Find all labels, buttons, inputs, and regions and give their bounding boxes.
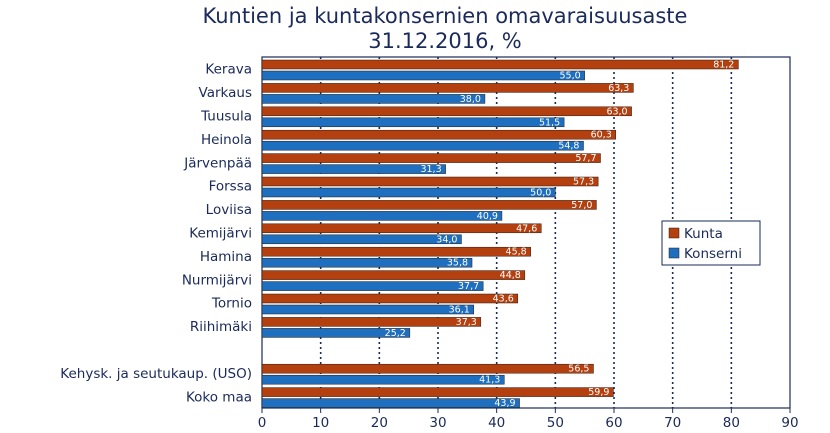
category-label-kerava: Kerava — [205, 62, 252, 78]
category-label-hamina: Hamina — [200, 249, 252, 265]
legend-swatch-kunta — [668, 227, 680, 239]
bar-konserni-koko-maa — [261, 398, 520, 408]
legend-label-kunta: Kunta — [684, 226, 723, 242]
legend-label-konserni: Konserni — [684, 246, 742, 262]
chart-title: Kuntien ja kuntakonsernien omavaraisuusa… — [203, 4, 688, 28]
data-label-kunta-järvenpää: 57,7 — [575, 153, 596, 164]
category-label-heinola: Heinola — [201, 132, 252, 148]
category-label-riihimäki: Riihimäki — [190, 319, 252, 335]
x-tick-label: 80 — [723, 415, 740, 431]
bar-kunta-järvenpää — [261, 153, 601, 163]
x-tick-label: 90 — [781, 415, 798, 431]
bar-konserni-loviisa — [261, 211, 503, 221]
bar-konserni-tuusula — [261, 117, 565, 128]
data-label-kunta-varkaus: 63,3 — [608, 83, 629, 94]
bar-kunta-riihimäki — [261, 317, 482, 327]
bar-kunta-nurmijärvi — [261, 270, 526, 280]
data-label-konserni-kemijärvi: 34,0 — [436, 234, 457, 245]
bar-konserni-varkaus — [261, 94, 486, 104]
bar-konserni-riihimäki — [261, 328, 411, 338]
data-label-kunta-kemijärvi: 47,6 — [516, 223, 537, 234]
category-label-tornio: Tornio — [211, 296, 252, 312]
data-label-konserni-tuusula: 51,5 — [539, 117, 560, 128]
data-label-kunta-hamina: 45,8 — [506, 247, 527, 258]
bar-kunta-koko-maa — [261, 387, 614, 397]
data-label-kunta-heinola: 60,3 — [591, 130, 612, 141]
legend-swatch-konserni — [668, 247, 680, 259]
bar-kunta-hamina — [261, 246, 531, 257]
data-label-konserni-forssa: 50,0 — [530, 188, 551, 199]
data-label-konserni-kehysk-ja-seutukaup-uso: 41,3 — [479, 375, 500, 386]
bar-konserni-forssa — [261, 187, 556, 198]
bar-kunta-kerava — [261, 59, 739, 70]
bar-kunta-varkaus — [261, 83, 634, 93]
bar-konserni-heinola — [261, 140, 584, 151]
bar-konserni-nurmijärvi — [261, 281, 484, 291]
data-label-konserni-varkaus: 38,0 — [460, 94, 481, 105]
bar-kunta-tornio — [261, 293, 519, 304]
data-label-kunta-tuusula: 63,0 — [606, 106, 627, 117]
data-label-kunta-tornio: 43,6 — [493, 294, 514, 305]
data-label-konserni-tornio: 36,1 — [449, 305, 470, 316]
x-tick-label: 10 — [312, 415, 329, 431]
legend: Kunta Konserni — [661, 220, 761, 266]
bar-konserni-tornio — [261, 304, 475, 315]
category-label-tuusula: Tuusula — [200, 109, 252, 125]
chart-subtitle: 31.12.2016, % — [368, 29, 522, 53]
data-label-kunta-riihimäki: 37,3 — [456, 317, 477, 328]
bar-kunta-loviisa — [261, 200, 597, 210]
bar-kunta-forssa — [261, 176, 599, 187]
x-tick-label: 70 — [664, 415, 681, 431]
category-label-järvenpää: Järvenpää — [183, 155, 252, 171]
x-tick-label: 50 — [547, 415, 564, 431]
data-label-kunta-kerava: 81,2 — [713, 60, 734, 71]
x-tick-label: 0 — [258, 415, 267, 431]
bar-konserni-kerava — [261, 70, 585, 81]
data-label-konserni-riihimäki: 25,2 — [385, 328, 406, 339]
data-label-kunta-koko-maa: 59,9 — [588, 387, 609, 398]
x-tick-label: 20 — [371, 415, 388, 431]
data-label-konserni-kerava: 55,0 — [560, 71, 581, 82]
data-label-konserni-hamina: 35,8 — [447, 258, 468, 269]
category-label-nurmijärvi: Nurmijärvi — [182, 272, 252, 288]
category-label-kemijärvi: Kemijärvi — [189, 226, 252, 242]
bar-kunta-heinola — [261, 129, 617, 140]
category-label-forssa: Forssa — [209, 179, 252, 195]
plot-area: 0 10 20 30 40 50 60 70 80 90 Kerava 81,2 55,0 Varkaus… — [60, 56, 799, 431]
x-tick-label: 30 — [429, 415, 446, 431]
data-label-konserni-järvenpää: 31,3 — [420, 164, 441, 175]
bar-kunta-kehysk-ja-seutukaup-uso — [261, 363, 594, 374]
category-label-loviisa: Loviisa — [206, 202, 252, 218]
data-label-kunta-forssa: 57,3 — [573, 177, 594, 188]
category-label-kehysk-ja-seutukaup-uso: Kehysk. ja seutukaup. (USO) — [60, 366, 252, 382]
bar-konserni-järvenpää — [261, 164, 446, 174]
bar-kunta-tuusula — [261, 106, 632, 117]
x-tick-label: 60 — [605, 415, 622, 431]
x-tick-label: 40 — [488, 415, 505, 431]
data-label-konserni-heinola: 54,8 — [558, 141, 579, 152]
data-label-konserni-koko-maa: 43,9 — [494, 398, 515, 409]
data-label-kunta-nurmijärvi: 44,8 — [500, 270, 521, 281]
bar-konserni-hamina — [261, 257, 473, 268]
bar-konserni-kemijärvi — [261, 234, 462, 245]
data-label-kunta-kehysk-ja-seutukaup-uso: 56,5 — [568, 364, 589, 375]
bar-konserni-kehysk-ja-seutukaup-uso — [261, 374, 505, 385]
data-label-kunta-loviisa: 57,0 — [571, 200, 592, 211]
bar-kunta-kemijärvi — [261, 223, 542, 234]
data-label-konserni-nurmijärvi: 37,7 — [458, 281, 479, 292]
data-label-konserni-loviisa: 40,9 — [477, 211, 498, 222]
category-label-koko-maa: Koko maa — [186, 389, 252, 405]
category-label-varkaus: Varkaus — [199, 85, 252, 101]
